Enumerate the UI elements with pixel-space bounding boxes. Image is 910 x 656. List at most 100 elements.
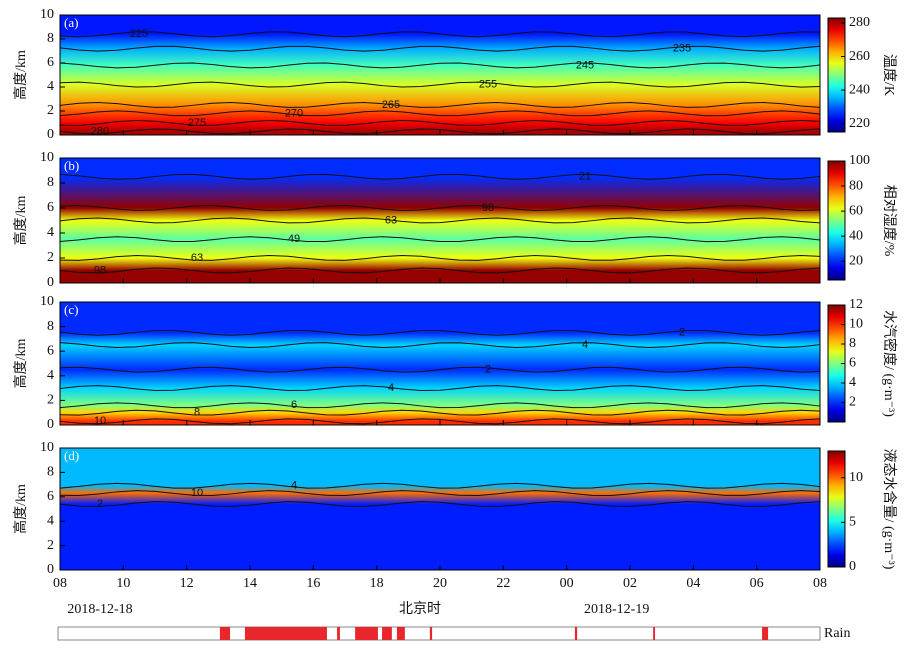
contour-label: 4	[388, 382, 394, 394]
contour-label: 275	[188, 117, 206, 129]
y-tick-label: 10	[40, 150, 54, 165]
contour-line	[59, 120, 821, 126]
rain-interval	[396, 627, 405, 640]
contour-label: 98	[94, 264, 106, 276]
y-axis-label: 高度/km	[12, 339, 29, 389]
contour-label: 2	[485, 364, 491, 376]
contour-label: 4	[582, 339, 588, 351]
contour-label: 10	[191, 487, 203, 499]
x-tick-label: 06	[750, 576, 764, 591]
colorbar-tick-label: 10	[849, 317, 863, 332]
contour-label: 8	[194, 407, 200, 419]
y-tick-label: 8	[47, 31, 54, 46]
contour-line	[59, 329, 821, 336]
y-tick-label: 2	[47, 538, 54, 553]
rain-interval	[219, 627, 231, 640]
contour-line	[59, 366, 821, 373]
date-label: 2018-12-19	[584, 602, 649, 617]
colorbar-label: 液态水含量/ (g·m⁻³)	[881, 449, 897, 570]
contour-label: 10	[94, 415, 106, 427]
contour-label: 245	[576, 59, 594, 71]
panel-label: (a)	[64, 15, 78, 30]
y-axis-label: 高度/km	[12, 484, 29, 534]
contour-line	[59, 385, 821, 392]
colorbar-tick-label: 260	[849, 49, 870, 64]
contour-line	[59, 409, 821, 416]
colorbar-tick-label: 10	[849, 470, 863, 485]
x-tick-label: 18	[370, 576, 384, 591]
rain-interval	[762, 627, 769, 640]
contour-label: 2	[97, 498, 103, 510]
contour-line	[59, 81, 821, 88]
contour-line	[59, 342, 821, 349]
y-tick-label: 0	[47, 275, 54, 290]
x-tick-label: 04	[686, 576, 700, 591]
colorbar-tick-label: 40	[849, 228, 863, 243]
contour-label: 63	[191, 252, 203, 264]
y-tick-label: 0	[47, 562, 54, 577]
rain-label: Rain	[824, 626, 850, 641]
panel-label: (b)	[64, 158, 79, 173]
contour-line	[59, 482, 821, 489]
y-tick-label: 4	[47, 79, 54, 94]
colorbar-label: 温度/K	[881, 54, 897, 96]
y-tick-label: 6	[47, 55, 54, 70]
panel-label: (d)	[64, 448, 79, 463]
contour-line	[59, 490, 821, 497]
contour-line	[59, 173, 821, 180]
x-tick-label: 02	[623, 576, 637, 591]
colorbar	[827, 160, 846, 281]
contour-label: 235	[673, 43, 691, 55]
y-tick-label: 8	[47, 175, 54, 190]
contour-label: 225	[130, 28, 148, 40]
colorbar-tick-label: 220	[849, 116, 870, 131]
x-tick-label: 14	[243, 576, 257, 591]
y-tick-label: 2	[47, 103, 54, 118]
rain-interval	[244, 627, 327, 640]
contour-line	[59, 236, 821, 243]
x-tick-label: 10	[116, 576, 130, 591]
y-tick-label: 6	[47, 200, 54, 215]
y-axis-label: 高度/km	[12, 50, 29, 100]
colorbar-tick-label: 2	[849, 395, 856, 410]
colorbar-tick-label: 6	[849, 356, 856, 371]
contour-label: 21	[579, 171, 591, 183]
y-tick-label: 10	[40, 440, 54, 455]
rain-interval	[382, 627, 392, 640]
colorbar-tick-label: 60	[849, 203, 863, 218]
contour-line	[59, 102, 821, 108]
colorbar-tick-label: 240	[849, 82, 870, 97]
y-tick-label: 6	[47, 343, 54, 358]
field	[60, 15, 820, 135]
rain-interval	[429, 627, 433, 640]
contour-label: 6	[291, 399, 297, 411]
contour-label: 49	[288, 233, 300, 245]
contour-label: 98	[482, 202, 494, 214]
colorbar-tick-label: 5	[849, 515, 856, 530]
colorbar-tick-label: 80	[849, 178, 863, 193]
contour-line	[59, 501, 821, 508]
colorbar-tick-label: 280	[849, 15, 870, 30]
y-tick-label: 2	[47, 393, 54, 408]
rain-interval	[574, 627, 578, 640]
x-tick-label: 20	[433, 576, 447, 591]
colorbar-tick-label: 0	[849, 559, 856, 574]
y-tick-label: 0	[47, 417, 54, 432]
colorbar-tick-label: 12	[849, 297, 863, 312]
x-tick-label: 00	[560, 576, 574, 591]
colorbar-label: 相对湿度/%	[881, 185, 897, 257]
colorbar	[827, 17, 846, 133]
contour-line	[59, 205, 821, 211]
y-tick-label: 4	[47, 368, 54, 383]
x-tick-label: 12	[180, 576, 194, 591]
y-tick-label: 6	[47, 489, 54, 504]
rain-interval	[653, 627, 656, 640]
y-tick-label: 8	[47, 465, 54, 480]
contour-label: 4	[291, 480, 297, 492]
y-tick-label: 4	[47, 513, 54, 528]
contour-label: 265	[382, 99, 400, 111]
contour-line	[59, 45, 821, 52]
contour-line	[59, 402, 821, 409]
x-tick-label: 08	[813, 576, 827, 591]
